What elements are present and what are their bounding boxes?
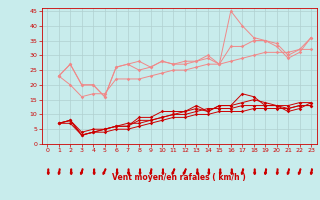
X-axis label: Vent moyen/en rafales ( km/h ): Vent moyen/en rafales ( km/h ) (112, 173, 246, 182)
